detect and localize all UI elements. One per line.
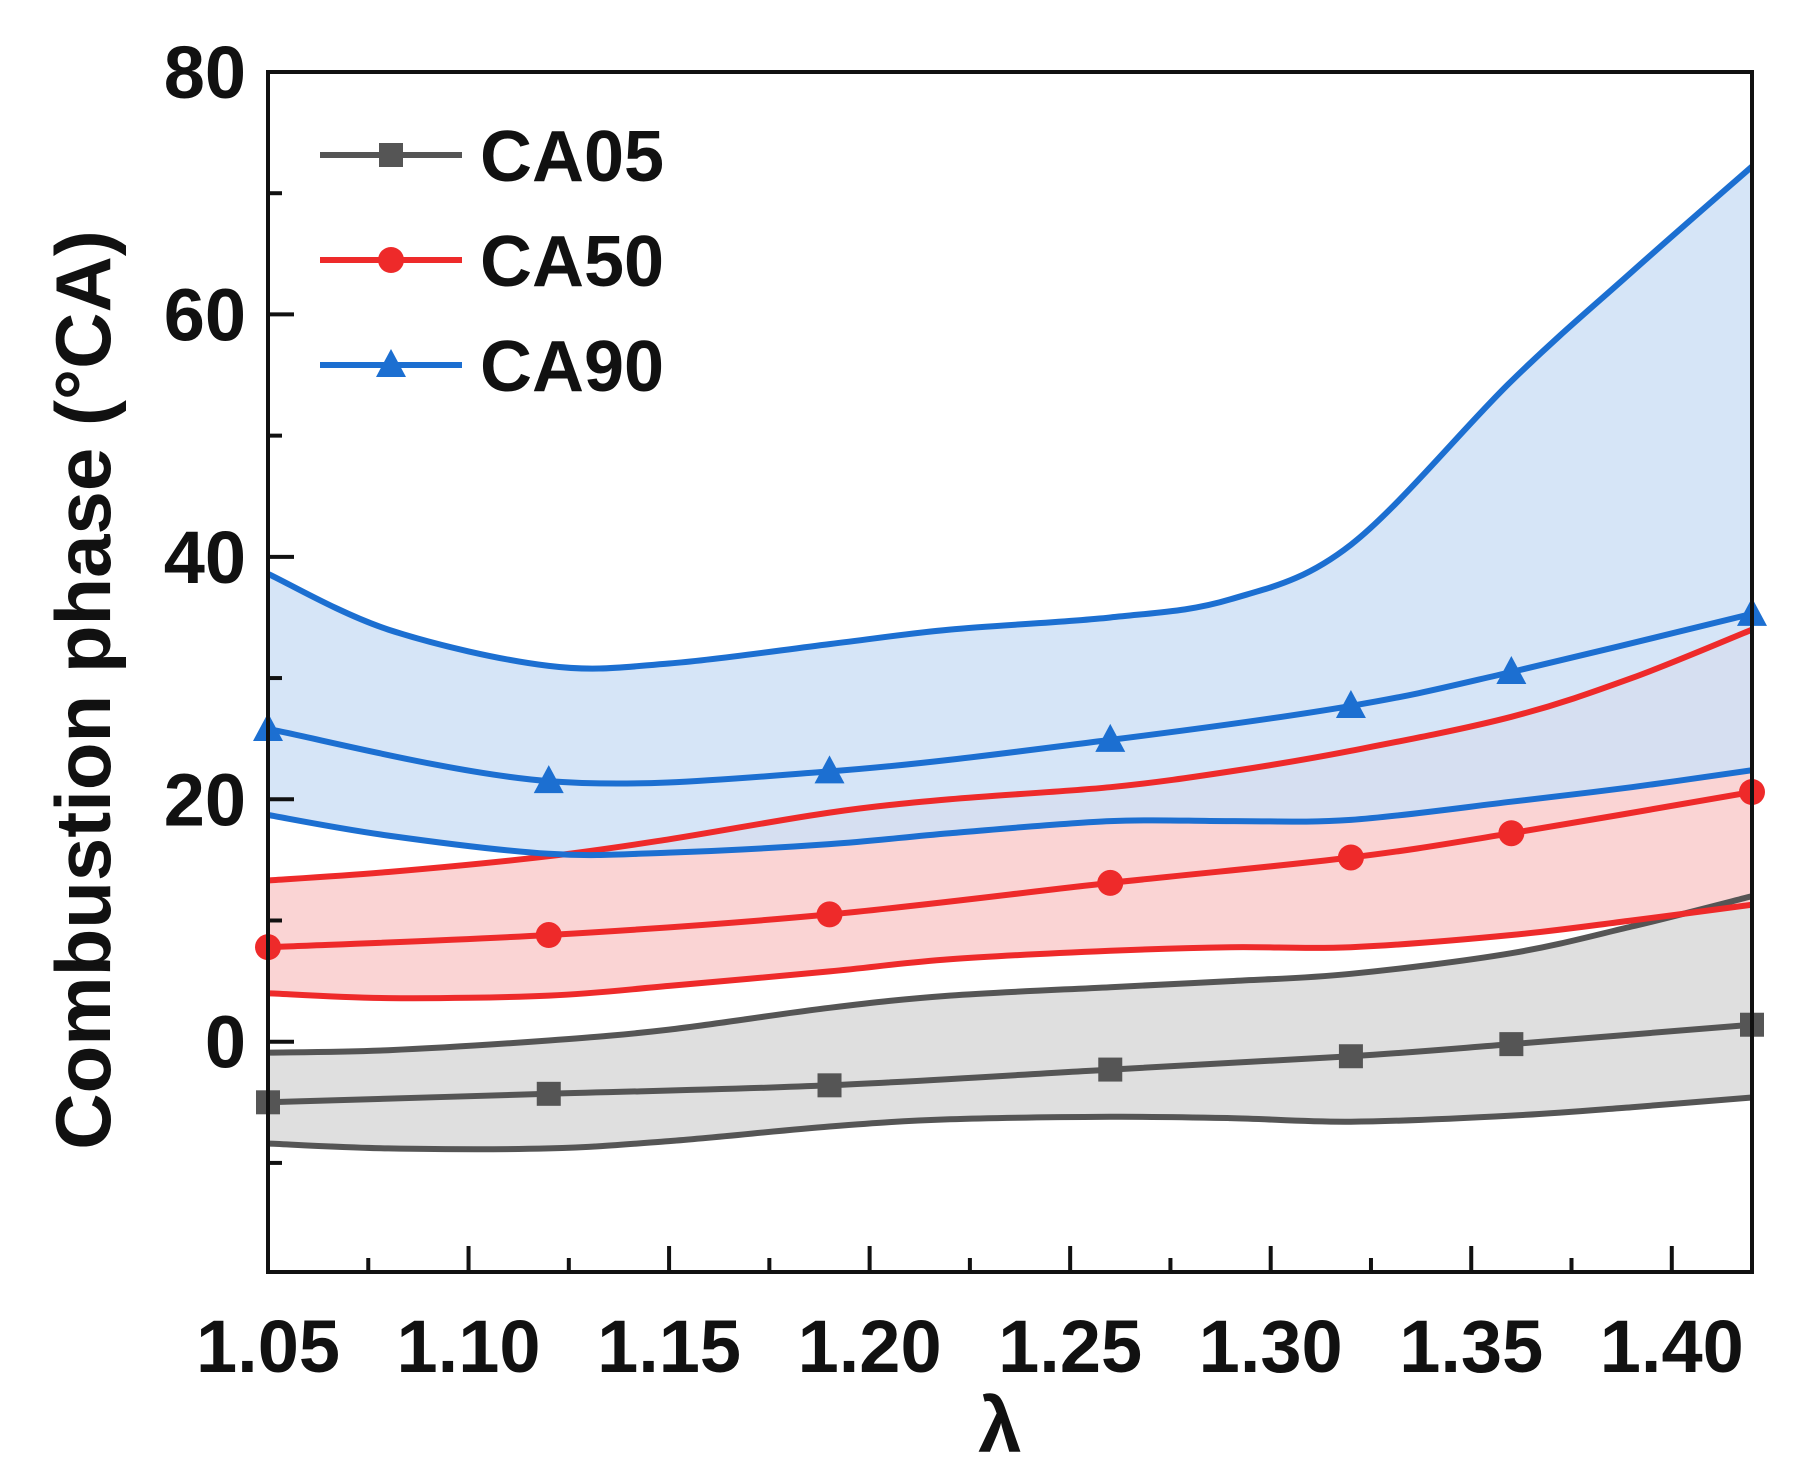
legend-ca05-marker [379, 143, 403, 167]
ca90-band [268, 166, 1752, 856]
ca05-band [268, 896, 1752, 1150]
ca50-data-point [1097, 869, 1124, 896]
x-tick-label: 1.10 [397, 1305, 541, 1388]
plot-frame [266, 70, 1754, 1274]
ca50-data-point [1337, 844, 1364, 871]
x-tick-label: 1.30 [1199, 1305, 1343, 1388]
uncertainty-bands [268, 166, 1752, 1150]
x-tick-label: 1.40 [1600, 1305, 1744, 1388]
ca90-data-point [1335, 689, 1366, 718]
legend-ca90-label: CA90 [480, 327, 664, 407]
ca90-band-upper-line [268, 164, 1752, 672]
x-tick-label: 1.35 [1399, 1305, 1543, 1388]
ca50-band-upper-line [268, 626, 1752, 884]
ca05-data-point [817, 1073, 842, 1098]
x-tick-label: 1.15 [597, 1305, 741, 1388]
ca05-data-point [1499, 1032, 1524, 1057]
ca90-band-lower-line [268, 767, 1752, 859]
ca90-data-point [533, 765, 564, 794]
ca50-data-point [816, 901, 843, 928]
y-tick-label: 80 [164, 31, 246, 114]
ca50-data-point [1498, 820, 1525, 847]
ca05-band-lower-line [268, 1094, 1752, 1153]
legend: CA05 CA50 CA90 [320, 117, 664, 407]
ca90-data-point [1496, 656, 1527, 684]
ca05-data-point [536, 1081, 561, 1106]
axes: 1.05 1.10 1.15 1.20 1.25 1.30 1.35 1.40 0 20 40 60 8… [164, 31, 1754, 1388]
legend-ca50-marker [378, 247, 404, 273]
y-tick-label: 60 [164, 273, 246, 356]
legend-ca50-label: CA50 [480, 222, 664, 302]
x-axis-title: λ [978, 1381, 1021, 1469]
x-tick-label: 1.20 [798, 1305, 942, 1388]
y-axis-title: Combustion phase (°CA) [39, 230, 127, 1150]
x-tick-label: 1.05 [196, 1305, 340, 1388]
ca05-data-point [1338, 1044, 1363, 1069]
y-tick-label: 20 [164, 758, 246, 841]
ca90-data-point [1095, 723, 1126, 752]
legend-ca90-marker [376, 349, 406, 377]
legend-ca05-label: CA05 [480, 117, 664, 197]
ca50-data-point [535, 922, 562, 949]
ca50-band-lower-line [268, 901, 1752, 1002]
y-tick-label: 40 [164, 516, 246, 599]
ca90-data-point [814, 755, 845, 784]
x-tick-label: 1.25 [998, 1305, 1142, 1388]
ca05-data-point [1098, 1057, 1123, 1082]
ca05-band-upper-line [268, 893, 1752, 1056]
y-tick-label: 0 [205, 1001, 246, 1084]
